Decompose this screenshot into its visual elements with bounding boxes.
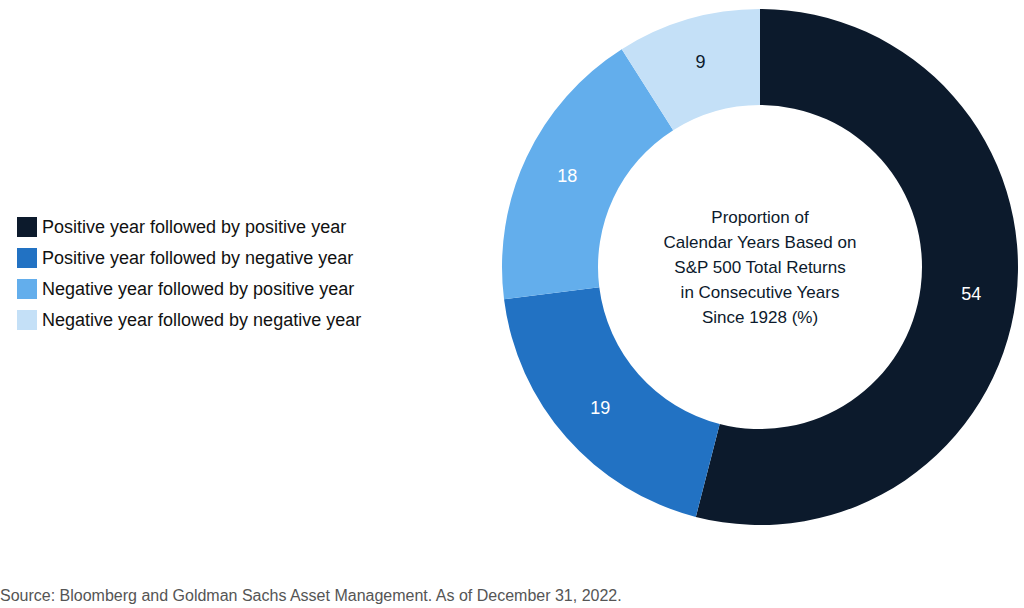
svg-text:S&P 500 Total Returns: S&P 500 Total Returns xyxy=(674,258,845,277)
svg-text:54: 54 xyxy=(961,284,981,304)
svg-text:Negative year followed by nega: Negative year followed by negative year xyxy=(42,310,361,330)
svg-text:in Consecutive Years: in Consecutive Years xyxy=(681,283,840,302)
svg-text:19: 19 xyxy=(590,398,610,418)
svg-text:Positive year followed by posi: Positive year followed by positive year xyxy=(42,217,346,237)
svg-text:Positive year followed by nega: Positive year followed by negative year xyxy=(42,248,353,268)
svg-text:Calendar Years Based on: Calendar Years Based on xyxy=(664,233,857,252)
svg-text:Negative year followed by posi: Negative year followed by positive year xyxy=(42,279,354,299)
svg-text:18: 18 xyxy=(557,166,577,186)
svg-text:Proportion of: Proportion of xyxy=(711,208,809,227)
svg-text:Source: Bloomberg and Goldman: Source: Bloomberg and Goldman Sachs Asse… xyxy=(0,587,622,604)
svg-text:Since 1928 (%): Since 1928 (%) xyxy=(702,308,818,327)
svg-text:9: 9 xyxy=(696,52,706,72)
